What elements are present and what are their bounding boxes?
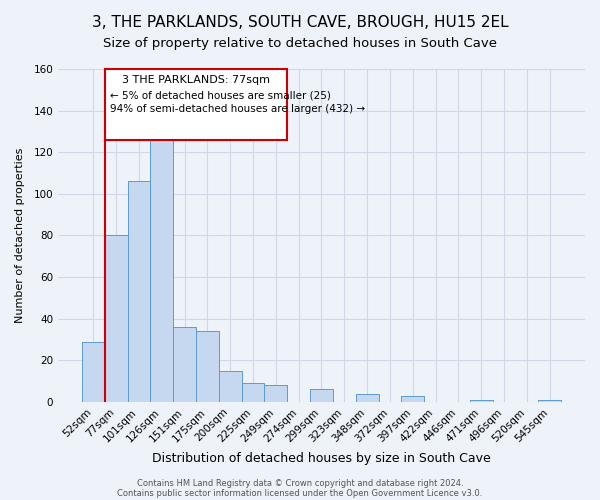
Bar [242, 383, 265, 402]
Bar [265, 386, 287, 402]
Bar [538, 400, 561, 402]
Text: 3, THE PARKLANDS, SOUTH CAVE, BROUGH, HU15 2EL: 3, THE PARKLANDS, SOUTH CAVE, BROUGH, HU… [92, 15, 508, 30]
Bar [310, 390, 333, 402]
Text: 3 THE PARKLANDS: 77sqm: 3 THE PARKLANDS: 77sqm [122, 75, 270, 85]
Bar [82, 342, 105, 402]
Text: Contains public sector information licensed under the Open Government Licence v3: Contains public sector information licen… [118, 488, 482, 498]
Bar [128, 182, 151, 402]
Bar [105, 236, 128, 402]
Bar [173, 327, 196, 402]
Text: Contains HM Land Registry data © Crown copyright and database right 2024.: Contains HM Land Registry data © Crown c… [137, 478, 463, 488]
Text: 94% of semi-detached houses are larger (432) →: 94% of semi-detached houses are larger (… [110, 104, 365, 115]
X-axis label: Distribution of detached houses by size in South Cave: Distribution of detached houses by size … [152, 452, 491, 465]
Text: ← 5% of detached houses are smaller (25): ← 5% of detached houses are smaller (25) [110, 90, 331, 101]
Bar [401, 396, 424, 402]
Bar [470, 400, 493, 402]
Bar [356, 394, 379, 402]
Y-axis label: Number of detached properties: Number of detached properties [15, 148, 25, 323]
Text: Size of property relative to detached houses in South Cave: Size of property relative to detached ho… [103, 38, 497, 51]
Bar [151, 132, 173, 402]
Bar [196, 331, 219, 402]
Bar [219, 370, 242, 402]
